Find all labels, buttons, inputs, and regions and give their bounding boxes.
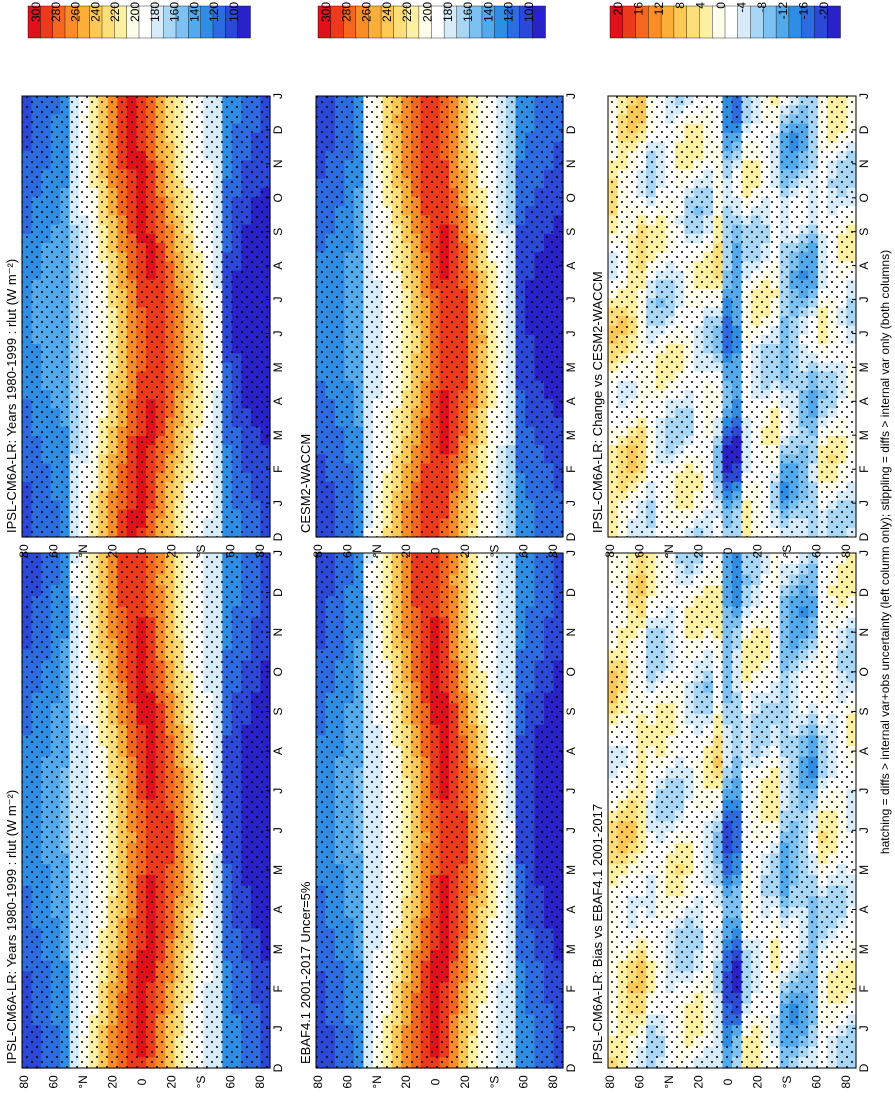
x-tick-label: J <box>271 788 285 794</box>
x-tick-label: D <box>271 532 285 541</box>
y-tick-label: 60 <box>517 1075 531 1089</box>
x-tick-label: J <box>564 788 578 794</box>
colorbar-label: 240 <box>88 2 102 22</box>
y-tick-label: °S <box>487 1076 501 1089</box>
y-tick-label: 0 <box>135 1078 149 1085</box>
y-tick-label: 60 <box>224 544 238 558</box>
x-tick-label: J <box>564 827 578 833</box>
x-tick-label: A <box>271 905 285 913</box>
x-tick-label: O <box>271 667 285 676</box>
x-tick-label: M <box>271 865 285 875</box>
y-tick-label: 20 <box>165 544 179 558</box>
y-tick-label: 80 <box>311 1075 325 1089</box>
x-tick-label: N <box>271 159 285 168</box>
y-tick-label: 80 <box>253 1075 267 1089</box>
x-tick-label: J <box>271 550 285 556</box>
x-tick-label: J <box>564 1025 578 1031</box>
x-tick-label: M <box>271 944 285 954</box>
stippling <box>316 553 563 1068</box>
x-tick-label: J <box>271 1025 285 1031</box>
x-tick-label: J <box>271 827 285 833</box>
y-tick-label: 80 <box>546 1075 560 1089</box>
stippling <box>22 96 270 537</box>
y-tick-label: 20 <box>106 1075 120 1089</box>
plot-frame <box>21 552 271 1069</box>
x-tick-label: D <box>271 125 285 134</box>
colorbar-label: 300 <box>29 2 43 22</box>
y-tick-label: 0 <box>135 547 149 554</box>
colorbar-label: 200 <box>128 2 142 22</box>
y-tick-label: 80 <box>17 544 31 558</box>
y-tick-label: °S <box>194 545 208 558</box>
x-tick-label: O <box>271 193 285 202</box>
x-tick-label: A <box>271 747 285 755</box>
y-tick-label: 60 <box>47 544 61 558</box>
x-tick-label: S <box>564 707 578 715</box>
colorbar-label: 120 <box>207 2 221 22</box>
colorbar-label: 180 <box>148 2 162 22</box>
x-tick-label: M <box>564 865 578 875</box>
colorbar-label: 100 <box>227 2 241 22</box>
x-tick-label: F <box>271 466 285 473</box>
y-tick-label: °N <box>76 544 90 557</box>
panel-title: EBAF4.1 2001-2017 Uncer=5% <box>298 881 313 1064</box>
x-tick-label: O <box>564 667 578 676</box>
colorbar-label: 140 <box>187 2 201 22</box>
x-tick-label: A <box>271 397 285 405</box>
x-tick-label: S <box>271 228 285 236</box>
x-tick-label: F <box>271 985 285 992</box>
y-tick-label: 60 <box>224 1075 238 1089</box>
panel-mid-left: D J F M A M J J A S O N D J 80 60 °N 20 0 20 °S 60 80 EBAF4.1 2… <box>298 459 578 1089</box>
x-tick-label: A <box>564 747 578 755</box>
y-tick-label: °N <box>370 1075 384 1088</box>
x-tick-label: M <box>271 430 285 440</box>
colorbar-label: 220 <box>108 2 122 22</box>
x-tick-label: J <box>271 500 285 506</box>
y-tick-label: 20 <box>106 544 120 558</box>
panel-top-left: D J F M A M J J A S O N D J 80 60 °N 20 0 20 °S 60 80 IPSL-CM6A… <box>4 459 285 1089</box>
y-tick-label: °N <box>76 1075 90 1088</box>
colorbar-label: 260 <box>69 2 83 22</box>
x-tick-label: J <box>271 297 285 303</box>
x-tick-label: J <box>271 93 285 99</box>
y-tick-label: 60 <box>340 1075 354 1089</box>
x-tick-label: F <box>564 985 578 992</box>
panel-title: IPSL-CM6A-LR: Years 1980-1999 : rlut (W … <box>4 259 19 533</box>
x-tick-label: J <box>564 550 578 556</box>
colorbar-label: 160 <box>168 2 182 22</box>
plot-frame <box>21 95 271 538</box>
y-tick-label: °S <box>194 1076 208 1089</box>
y-tick-label: 60 <box>47 1075 61 1089</box>
x-tick-label: N <box>271 628 285 637</box>
x-tick-label: M <box>271 362 285 372</box>
x-tick-label: S <box>271 707 285 715</box>
plot-frame <box>315 552 564 1069</box>
x-tick-label: A <box>271 262 285 270</box>
y-tick-label: 20 <box>165 1075 179 1089</box>
y-tick-label: 80 <box>253 544 267 558</box>
x-tick-label: J <box>271 331 285 337</box>
x-tick-label: D <box>564 1063 578 1072</box>
y-tick-label: 80 <box>17 1075 31 1089</box>
x-tick-label: D <box>564 588 578 597</box>
colorbar-swatch <box>237 5 251 39</box>
x-tick-label: A <box>564 905 578 913</box>
y-tick-label: 20 <box>458 1075 472 1089</box>
panel-title: IPSL-CM6A-LR: Years 1980-1999 : rlut (W … <box>4 790 19 1064</box>
x-tick-label: D <box>271 1063 285 1072</box>
y-tick-label: 20 <box>399 1075 413 1089</box>
x-tick-label: M <box>564 944 578 954</box>
x-tick-label: N <box>564 628 578 637</box>
stippling <box>22 553 270 1068</box>
colorbar-label: 280 <box>49 2 63 22</box>
y-tick-label: 0 <box>429 1078 443 1085</box>
x-tick-label: D <box>271 588 285 597</box>
